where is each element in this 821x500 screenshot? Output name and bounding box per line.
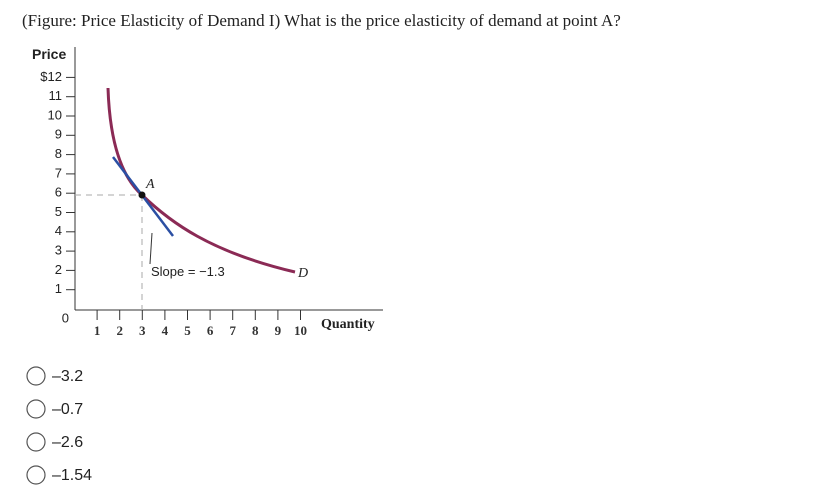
- option-label[interactable]: –1.54: [52, 467, 92, 484]
- y-tick-label: 2: [55, 262, 62, 277]
- y-axis-label: Price: [32, 46, 66, 62]
- y-tick-label: 5: [55, 204, 62, 219]
- x-tick-label: 3: [139, 323, 146, 338]
- radio-button[interactable]: [26, 366, 46, 386]
- y-tick-label: 11: [49, 88, 63, 103]
- x-tick-label: 9: [275, 323, 282, 338]
- demand-curve: [106, 87, 296, 274]
- options: –3.2 –0.7 –2.6 –1.54: [26, 366, 92, 485]
- x-axis-label: Quantity: [321, 317, 375, 332]
- option-label[interactable]: –0.7: [52, 401, 83, 418]
- y-tick-label: 10: [48, 107, 62, 122]
- y-tick-label: 6: [55, 185, 62, 200]
- x-tick-label: 6: [207, 323, 214, 338]
- x-tick-label: 4: [162, 323, 169, 338]
- y-tick-label: $12: [40, 69, 62, 84]
- y-tick-label: 7: [55, 165, 62, 180]
- y-tick-label: 4: [55, 223, 62, 238]
- point-a: [138, 191, 146, 199]
- curve-label: D: [297, 266, 308, 281]
- point-label: A: [145, 177, 155, 192]
- y-tick-label: 9: [55, 127, 62, 142]
- option-label[interactable]: –2.6: [52, 434, 83, 451]
- x-tick-label: 7: [229, 323, 236, 338]
- x-tick-label: 2: [116, 323, 123, 338]
- y-tick-label: 8: [55, 146, 62, 161]
- x-tick-label: 8: [252, 323, 259, 338]
- radio-button[interactable]: [26, 399, 46, 419]
- slope-label: Slope = −1.3: [151, 264, 225, 279]
- x-tick-label: 10: [294, 323, 307, 338]
- question: (Figure: Price Elasticity of Demand I) W…: [22, 11, 621, 30]
- option-label[interactable]: –3.2: [52, 368, 83, 385]
- radio-button[interactable]: [26, 465, 46, 485]
- y-tick-label: 3: [55, 243, 62, 258]
- y-tick-label: 1: [55, 281, 62, 296]
- leader: [149, 232, 153, 265]
- x-tick-label: 5: [184, 323, 191, 338]
- radio-button[interactable]: [26, 432, 46, 452]
- x-tick-label: 1: [94, 323, 101, 338]
- origin-label: 0: [62, 310, 69, 325]
